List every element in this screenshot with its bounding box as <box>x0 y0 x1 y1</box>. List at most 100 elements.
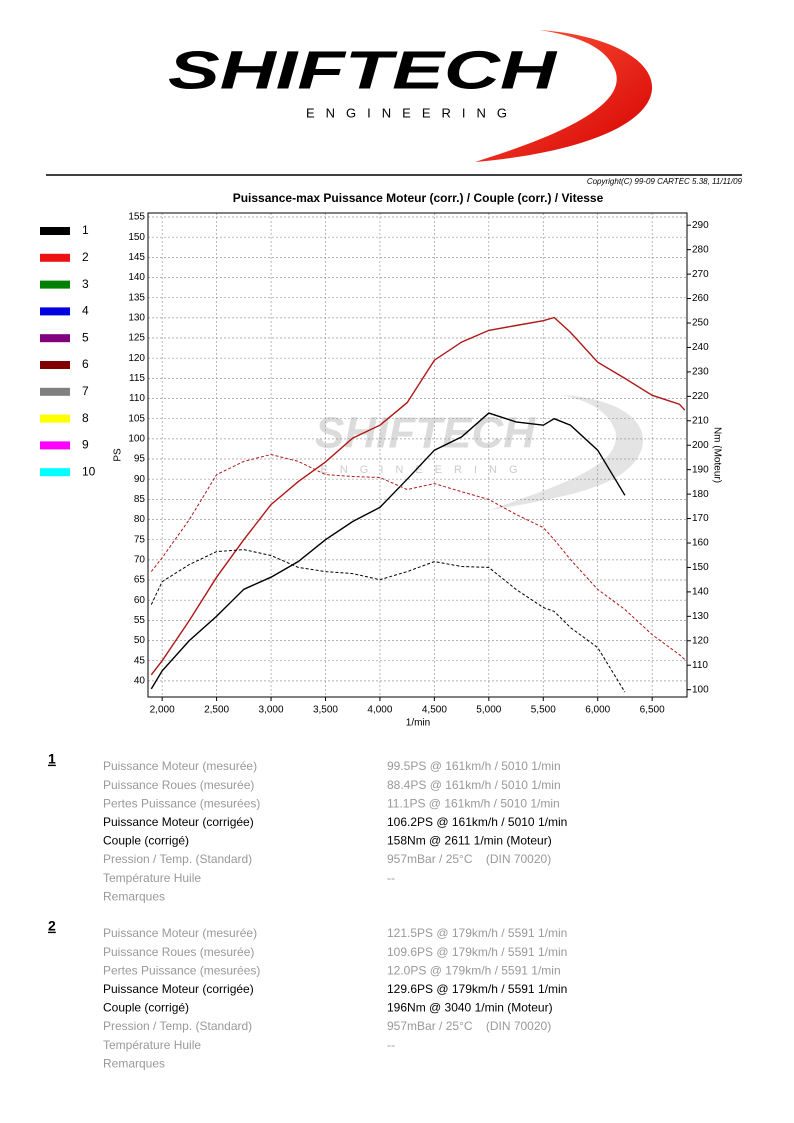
legend-swatch <box>40 361 70 369</box>
y-tick-label: 70 <box>134 555 146 566</box>
watermark-swoosh <box>490 395 644 510</box>
y2-tick-label: 270 <box>692 269 709 280</box>
y2-tick-label: 190 <box>692 464 709 475</box>
legend-swatch <box>40 334 70 343</box>
run-number: 2 <box>48 918 56 934</box>
y-tick-label: 55 <box>134 615 146 626</box>
y-tick-label: 115 <box>129 373 145 384</box>
y2-tick-label: 180 <box>692 489 709 500</box>
copyright: Copyright(C) 99-09 CARTEC 5.38, 11/11/09 <box>587 177 743 186</box>
report-value: 121.5PS @ 179km/h / 5591 1/min <box>387 926 567 940</box>
report-value: 88.4PS @ 161km/h / 5010 1/min <box>387 778 561 792</box>
y-tick-label: 140 <box>128 272 145 283</box>
report-label: Couple (corrigé) <box>103 1001 189 1015</box>
legend-label: 3 <box>82 277 89 291</box>
y-tick-label: 95 <box>134 454 146 465</box>
y-tick-label: 65 <box>134 575 146 586</box>
y2-tick-label: 210 <box>692 415 709 426</box>
report-value: 12.0PS @ 179km/h / 5591 1/min <box>387 963 561 977</box>
y2-axis-label: Nm (Moteur) <box>711 427 722 483</box>
x-tick-label: 2,000 <box>150 705 175 716</box>
y2-tick-label: 220 <box>692 391 709 402</box>
report-value: 106.2PS @ 161km/h / 5010 1/min <box>387 815 567 829</box>
legend-swatch <box>40 468 70 477</box>
y-axis-label: PS <box>113 448 124 462</box>
report-value: 99.5PS @ 161km/h / 5010 1/min <box>387 759 561 773</box>
report-value: 109.6PS @ 179km/h / 5591 1/min <box>387 945 567 959</box>
y2-tick-label: 240 <box>692 342 709 353</box>
x-tick-label: 4,500 <box>422 705 447 716</box>
legend-swatch <box>40 307 70 316</box>
x-axis-label: 1/min <box>406 718 430 729</box>
legend-label: 1 <box>82 223 89 237</box>
plot: SHIFTECH ENGINEERING 2,000 2,500 3,000 3,500 4… <box>40 212 722 729</box>
report-label: Puissance Moteur (corrigée) <box>103 815 254 829</box>
x-tick-label: 3,500 <box>313 705 338 716</box>
legend-swatch <box>40 387 70 396</box>
legend-swatch <box>40 227 70 235</box>
y-tick-label: 90 <box>134 474 146 485</box>
y-tick-label: 120 <box>128 353 145 364</box>
y-tick-label: 130 <box>128 313 145 324</box>
y2-tick-label: 250 <box>692 318 709 329</box>
legend-label: 2 <box>82 250 89 264</box>
legend-label: 9 <box>82 438 89 452</box>
y-tick-label: 155 <box>128 212 145 223</box>
y2-tick-label: 280 <box>692 244 709 255</box>
report-value: 957mBar / 25°C (DIN 70020) <box>387 1019 551 1033</box>
x-tick-label: 6,500 <box>640 705 665 716</box>
report-value: 957mBar / 25°C (DIN 70020) <box>387 852 551 866</box>
report-value: 129.6PS @ 179km/h / 5591 1/min <box>387 982 567 996</box>
y2-tick-label: 130 <box>692 611 709 622</box>
legend-swatch <box>40 253 70 262</box>
report-value: -- <box>387 871 395 885</box>
y2-tick-label: 140 <box>692 587 709 598</box>
y2-tick-label: 120 <box>692 635 709 646</box>
y2-tick-label: 150 <box>692 562 709 573</box>
y-tick-label: 110 <box>129 393 145 404</box>
watermark: SHIFTECH <box>315 409 536 458</box>
x-tick-label: 2,500 <box>204 705 229 716</box>
legend-swatch <box>40 441 70 450</box>
y-tick-label: 135 <box>128 292 145 303</box>
series-line <box>150 453 686 660</box>
report-value: 158Nm @ 2611 1/min (Moteur) <box>387 834 552 848</box>
y-tick-label: 75 <box>134 534 146 545</box>
logo-swoosh <box>475 30 653 162</box>
y-tick-label: 100 <box>128 434 145 445</box>
plot-frame <box>147 212 688 698</box>
series-line <box>150 316 686 676</box>
report-value: 196Nm @ 3040 1/min (Moteur) <box>387 1001 553 1015</box>
report-label: Couple (corrigé) <box>103 834 189 848</box>
y2-tick-label: 110 <box>692 660 708 671</box>
run-number: 1 <box>48 751 56 767</box>
x-tick-label: 3,000 <box>259 705 284 716</box>
legend-swatch <box>40 280 70 289</box>
legend-label: 6 <box>82 357 89 371</box>
watermark-sub: ENGINEERING <box>320 464 529 476</box>
series-line <box>150 412 626 690</box>
y-tick-label: 105 <box>128 413 145 424</box>
report-label: Remarques <box>103 889 165 903</box>
y-tick-label: 145 <box>128 252 145 263</box>
report-label: Pression / Temp. (Standard) <box>103 1019 252 1033</box>
y2-tick-label: 200 <box>692 440 709 451</box>
x-tick-label: 5,500 <box>531 705 556 716</box>
report-label: Puissance Moteur (mesurée) <box>103 759 257 773</box>
series-line <box>150 549 626 693</box>
report-value: 11.1PS @ 161km/h / 5010 1/min <box>387 796 560 810</box>
legend-label: 4 <box>82 304 89 318</box>
y2-tick-label: 160 <box>692 538 709 549</box>
logo-subtext: ENGINEERING <box>306 105 518 120</box>
y2-tick-label: 290 <box>692 220 709 231</box>
y2-tick-label: 170 <box>692 513 709 524</box>
x-tick-label: 5,000 <box>476 705 501 716</box>
report-label: Pertes Puissance (mesurées) <box>103 796 260 810</box>
report-label: Température Huile <box>103 1038 201 1052</box>
legend-label: 10 <box>82 464 96 478</box>
legend-label: 5 <box>82 330 89 344</box>
chart-title: Puissance-max Puissance Moteur (corr.) /… <box>233 191 604 205</box>
report-label: Pression / Temp. (Standard) <box>103 852 252 866</box>
y-tick-label: 80 <box>134 514 146 525</box>
